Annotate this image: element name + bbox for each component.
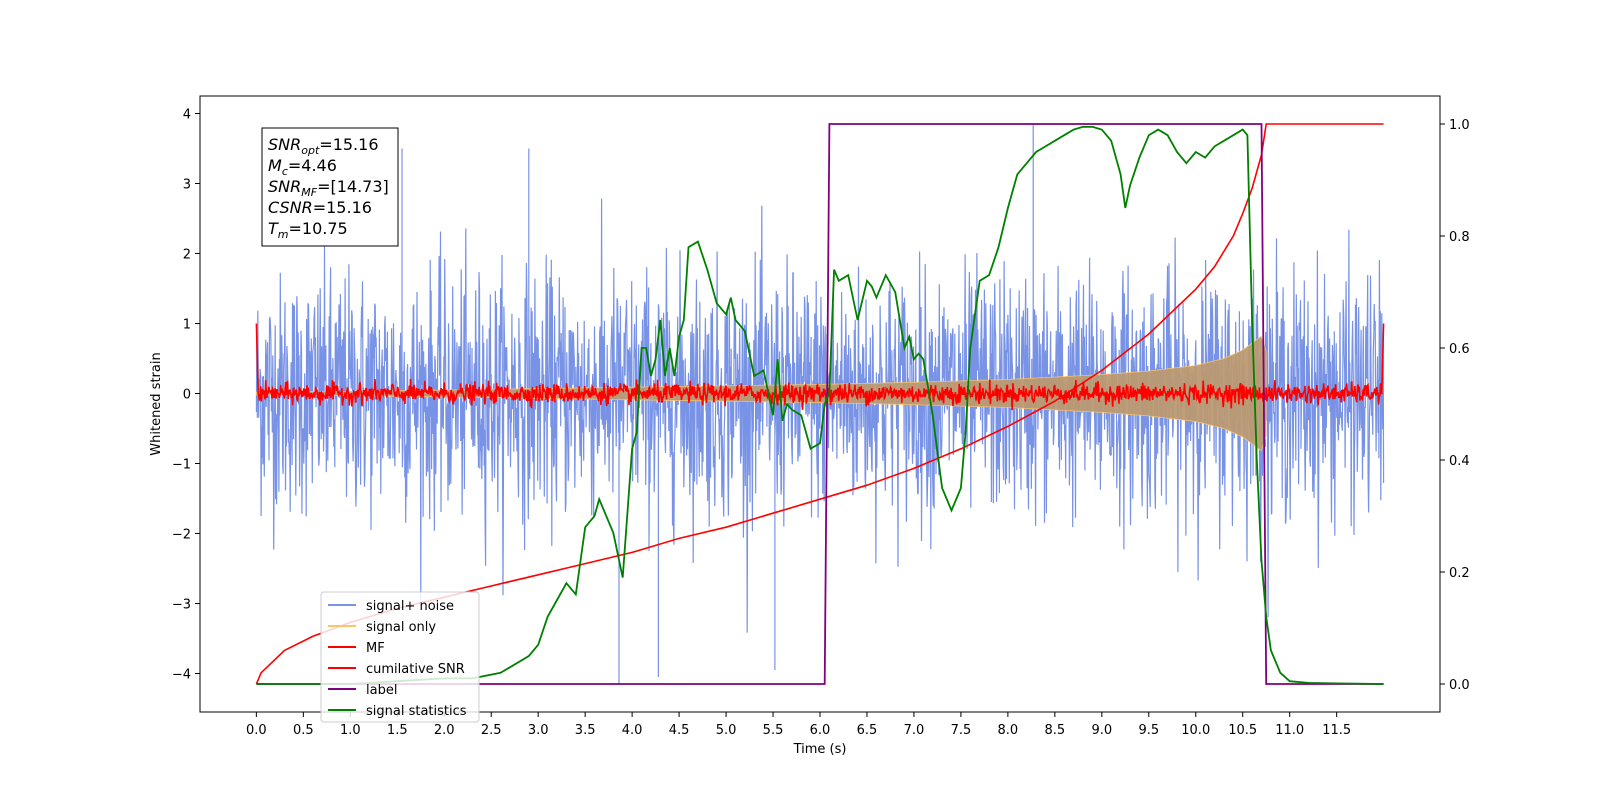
y-tick-label: −2 — [172, 528, 191, 543]
x-axis: 0.0 0.5 1.0 1.5 2.0 2.5 3.0 3.5 4.0 4.5 5.0 5.5 6.0 6… — [246, 712, 1351, 738]
x-tick-label: 2.5 — [481, 723, 502, 738]
annotation-box — [261, 127, 399, 247]
x-tick-label: 10.0 — [1181, 723, 1210, 738]
y2-tick-label: 1.0 — [1449, 118, 1470, 133]
y2-tick-label: 0.0 — [1449, 678, 1470, 693]
x-tick-label: 1.0 — [340, 723, 361, 738]
y-tick-label: 0 — [183, 388, 191, 403]
annotation-line: Mc=4.46 — [268, 156, 337, 178]
x-tick-label: 6.5 — [857, 723, 878, 738]
x-tick-label: 0.5 — [293, 723, 314, 738]
legend-label: MF — [366, 641, 385, 656]
x-tick-label: 9.0 — [1091, 723, 1112, 738]
x-tick-label: 3.5 — [575, 723, 596, 738]
x-tick-label: 5.0 — [716, 723, 737, 738]
x-tick-label: 1.5 — [387, 723, 408, 738]
legend-label: signal statistics — [366, 704, 467, 719]
y-tick-label: −3 — [172, 598, 191, 613]
y-tick-label: −4 — [172, 668, 191, 683]
annotation-line: CSNR=15.16 — [268, 198, 372, 217]
series-line-mf — [255, 323, 1385, 411]
x-tick-label: 6.0 — [810, 723, 831, 738]
legend-label: cumilative SNR — [366, 662, 465, 677]
legend: signal+ noise signal only MF cumilative SNR… — [320, 591, 480, 723]
x-tick-label: 5.5 — [763, 723, 784, 738]
series-line-signal-noise — [255, 124, 1385, 684]
y-tick-label: 1 — [183, 318, 191, 333]
x-tick-label: 4.5 — [669, 723, 690, 738]
y2-tick-label: 0.8 — [1449, 230, 1470, 245]
y-tick-label: 3 — [183, 178, 191, 193]
legend-label: signal+ noise — [366, 599, 454, 614]
series-line-label — [256, 123, 1384, 685]
y2-tick-label: 0.2 — [1449, 566, 1470, 581]
y-tick-label: 4 — [183, 108, 191, 123]
x-tick-label: 0.0 — [246, 723, 267, 738]
y-tick-label: −1 — [172, 458, 191, 473]
y-axis-label: Whitened strain — [149, 352, 164, 455]
legend-label: label — [366, 683, 397, 698]
annotation-line: SNRMF=[14.73] — [268, 177, 389, 199]
y2-tick-label: 0.6 — [1449, 342, 1470, 357]
x-tick-label: 9.5 — [1138, 723, 1159, 738]
annotation-line: SNRopt=15.16 — [268, 135, 379, 157]
x-tick-label: 7.0 — [904, 723, 925, 738]
plot-layer — [255, 123, 1385, 685]
x-axis-label: Time (s) — [793, 742, 847, 757]
stats-annotation: SNRopt=15.16Mc=4.46SNRMF=[14.73]CSNR=15.… — [261, 127, 399, 247]
x-tick-label: 8.0 — [998, 723, 1019, 738]
x-tick-label: 4.0 — [622, 723, 643, 738]
annotation-line: Tm=10.75 — [268, 219, 348, 241]
y-axis-right: 0.0 0.2 0.4 0.6 0.8 1.0 — [1440, 118, 1470, 693]
x-tick-label: 10.5 — [1228, 723, 1257, 738]
x-tick-label: 11.0 — [1275, 723, 1304, 738]
x-tick-label: 2.0 — [434, 723, 455, 738]
x-tick-label: 7.5 — [951, 723, 972, 738]
series-line-signal-statistics — [256, 125, 1384, 685]
x-tick-label: 11.5 — [1322, 723, 1351, 738]
legend-box — [320, 591, 480, 723]
x-tick-label: 3.0 — [528, 723, 549, 738]
y2-tick-label: 0.4 — [1449, 454, 1470, 469]
x-tick-label: 8.5 — [1045, 723, 1066, 738]
y-tick-label: 2 — [183, 248, 191, 263]
y-axis-left: −4 −3 −2 −1 0 1 2 3 4 — [172, 108, 200, 683]
legend-label: signal only — [366, 620, 436, 635]
